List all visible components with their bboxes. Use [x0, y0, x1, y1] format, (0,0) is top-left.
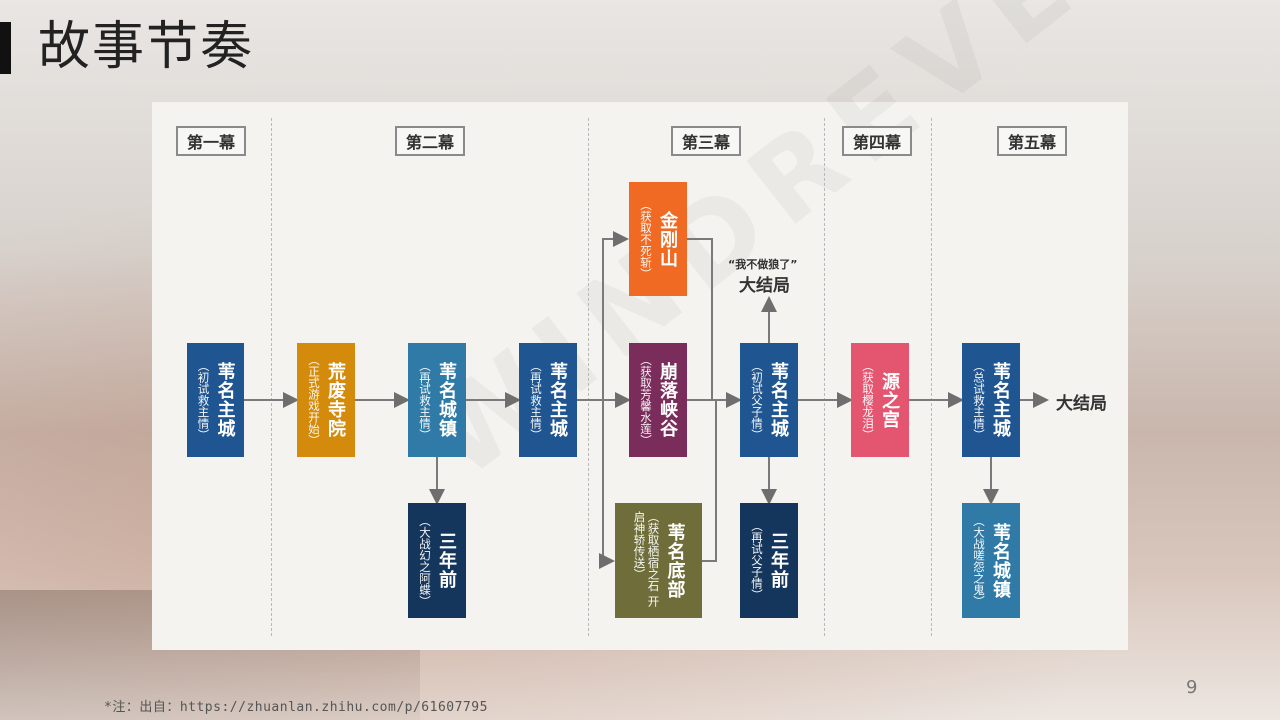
node-title: 金刚山 [657, 210, 678, 268]
node-weiming-main-city-1[interactable]: 苇名主城 （初试救主情） [187, 343, 244, 457]
node-title: 源之宫 [879, 371, 900, 429]
node-subtitle: （获取樱龙泪） [861, 359, 875, 441]
node-weiming-castle-town-2[interactable]: 苇名城镇 （大战嗟怨之鬼） [962, 503, 1020, 618]
title-accent-bar [0, 22, 11, 74]
node-title: 三年前 [768, 532, 789, 589]
node-weiming-castle-town-1[interactable]: 苇名城镇 （再试救主情） [408, 343, 466, 457]
act-divider [271, 118, 272, 636]
node-kongo-mountain[interactable]: 金刚山 （获取不死斩） [629, 182, 687, 296]
act-label-4: 第四幕 [842, 126, 912, 156]
act-divider [931, 118, 932, 636]
act-divider [824, 118, 825, 636]
node-three-years-ago-1[interactable]: 三年前 （大战幻之阿蝶） [408, 503, 466, 618]
act-label-3: 第三幕 [671, 126, 741, 156]
node-weiming-main-city-2[interactable]: 苇名主城 （再试救主情） [519, 343, 577, 457]
node-title: 苇名主城 [990, 362, 1011, 438]
node-subtitle: （初试救主情） [196, 359, 211, 441]
node-subtitle: （获取栖宿之石 开启神轿传送） [632, 510, 661, 607]
node-title: 苇名城镇 [436, 362, 457, 438]
act-label-5: 第五幕 [997, 126, 1067, 156]
node-title: 苇名底部 [664, 522, 686, 599]
act-label-1: 第一幕 [176, 126, 246, 156]
node-title: 苇名主城 [214, 362, 236, 438]
page-title: 故事节奏 [38, 17, 255, 77]
node-title: 苇名主城 [547, 362, 568, 438]
node-weiming-main-city-3[interactable]: 苇名主城 （初试父子情） [740, 343, 798, 457]
node-three-years-ago-2[interactable]: 三年前 （再试父子情） [740, 503, 798, 618]
ending-label-mid: 大结局 [739, 276, 790, 296]
node-subtitle: （总试救主情） [972, 359, 986, 441]
node-subtitle: （正式游戏开始） [307, 354, 321, 446]
node-subtitle: （获取芳馨水莲） [639, 354, 653, 446]
ending-label-final: 大结局 [1056, 394, 1107, 414]
act-divider [588, 118, 589, 636]
node-subtitle: （获取不死斩） [639, 198, 653, 280]
node-title: 三年前 [436, 532, 457, 589]
node-collapsed-gorge[interactable]: 崩落峡谷 （获取芳馨水莲） [629, 343, 687, 457]
act-label-2: 第二幕 [395, 126, 465, 156]
node-subtitle: （初试父子情） [750, 359, 764, 441]
node-title: 苇名主城 [768, 362, 789, 438]
node-subtitle: （再试救主情） [418, 359, 432, 441]
page-number: 9 [1186, 677, 1198, 698]
node-subtitle: （大战幻之阿蝶） [418, 514, 432, 607]
node-title: 荒废寺院 [325, 362, 346, 438]
node-subtitle: （再试父子情） [750, 520, 764, 601]
node-title: 崩落峡谷 [657, 362, 678, 438]
node-abandoned-temple[interactable]: 荒废寺院 （正式游戏开始） [297, 343, 355, 457]
node-title: 苇名城镇 [990, 522, 1011, 599]
node-subtitle: （大战嗟怨之鬼） [972, 514, 986, 607]
source-footnote: *注：出自：https://zhuanlan.zhihu.com/p/61607… [104, 700, 488, 715]
node-subtitle: （再试救主情） [529, 359, 543, 441]
ending-quote: “我不做狼了” [728, 258, 798, 271]
node-weiming-main-city-4[interactable]: 苇名主城 （总试救主情） [962, 343, 1020, 457]
node-weiming-bottom[interactable]: 苇名底部 （获取栖宿之石 开启神轿传送） [615, 503, 702, 618]
node-fountainhead-palace[interactable]: 源之宫 （获取樱龙泪） [851, 343, 909, 457]
